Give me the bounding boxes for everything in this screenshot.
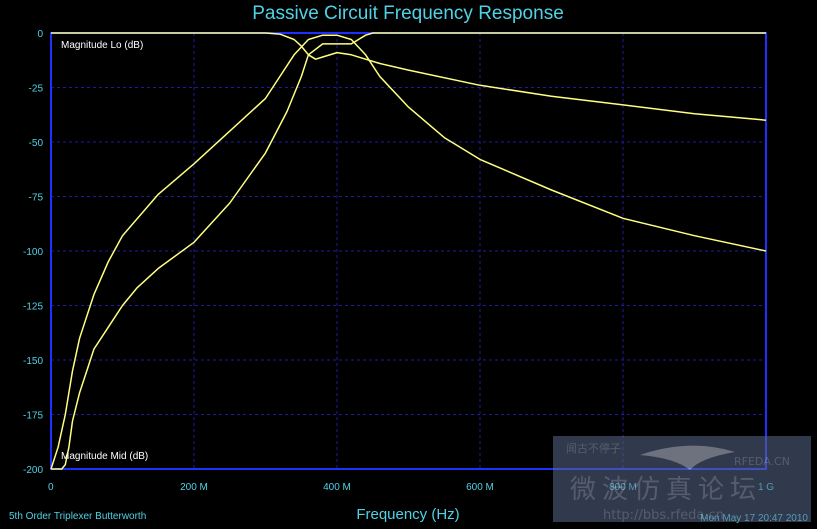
y-tick-label: -125 (23, 302, 43, 313)
y-tick-label: -200 (23, 465, 43, 476)
series-line-0 (51, 32, 767, 121)
series-line-1 (50, 34, 767, 470)
watermark-url: http://bbs.rfeda.cn (603, 508, 724, 523)
x-axis-label: Frequency (Hz) (356, 506, 459, 523)
series-label-mid: Magnitude Mid (dB) (61, 451, 148, 462)
series-label-lo: Magnitude Lo (dB) (61, 40, 143, 51)
bird-logo-icon (640, 445, 735, 470)
footer-title: 5th Order Triplexer Butterworth (9, 511, 146, 522)
traces (50, 32, 767, 470)
y-tick-label: 0 (37, 29, 43, 40)
y-tick-label: -50 (29, 138, 44, 149)
x-tick-label: 400 M (323, 482, 351, 493)
x-tick-label: 200 M (180, 482, 208, 493)
y-tick-label: -175 (23, 411, 43, 422)
y-tick-label: -100 (23, 247, 43, 258)
y-axis-ticks: 0 -25 -50 -75 -100 -125 -150 -175 -200 (23, 29, 43, 476)
x-tick-label: 600 M (466, 482, 494, 493)
watermark-brand: RFEDA.CN (734, 455, 790, 468)
chart-title: Passive Circuit Frequency Response (252, 3, 564, 24)
watermark-main-text: 微波仿真论坛 (570, 475, 762, 505)
watermark: 闻古不停子 RFEDA.CN 微波仿真论坛 http://bbs.rfeda.c… (553, 436, 811, 523)
y-tick-label: -150 (23, 356, 43, 367)
watermark-top-text: 闻古不停子 (566, 441, 621, 455)
y-tick-label: -25 (29, 84, 44, 95)
y-tick-label: -75 (29, 193, 44, 204)
series-line-2 (51, 32, 766, 470)
x-tick-label: 0 (48, 482, 54, 493)
grid (51, 33, 766, 469)
